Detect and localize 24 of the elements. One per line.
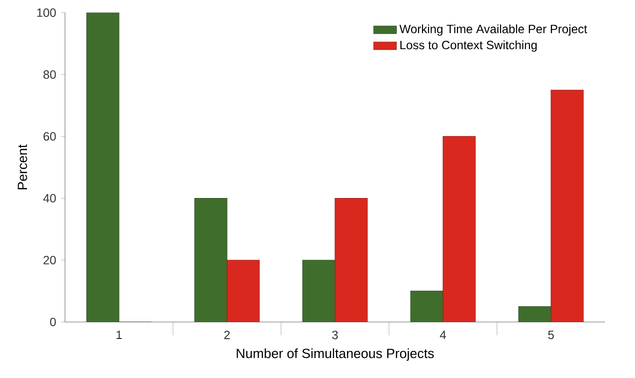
bar	[226, 260, 260, 322]
x-tick-label: 2	[224, 330, 230, 340]
bar	[410, 290, 444, 322]
legend-label: Loss to Context Switching	[400, 40, 537, 52]
bar	[302, 260, 336, 322]
bar	[194, 198, 228, 322]
y-tick-label: 20	[44, 256, 56, 264]
bar	[334, 198, 368, 322]
x-axis-title: Number of Simultaneous Projects	[236, 348, 434, 361]
y-tick-label: 40	[43, 194, 56, 203]
bar	[442, 136, 476, 322]
y-tick-label: 100	[37, 8, 56, 17]
x-tick-label: 5	[548, 330, 554, 340]
x-tick-label: 3	[332, 330, 338, 340]
y-axis-title: Percent	[18, 144, 28, 190]
x-tick-label: 4	[440, 330, 446, 339]
x-tick-label: 1	[116, 330, 122, 339]
bar	[518, 306, 552, 322]
bar	[550, 90, 584, 322]
legend-label: Working Time Available Per Project	[399, 24, 588, 36]
bar	[86, 12, 120, 322]
y-tick-label: 60	[44, 132, 56, 141]
y-tick-label: 0	[50, 318, 56, 326]
y-tick-label: 80	[43, 70, 56, 79]
